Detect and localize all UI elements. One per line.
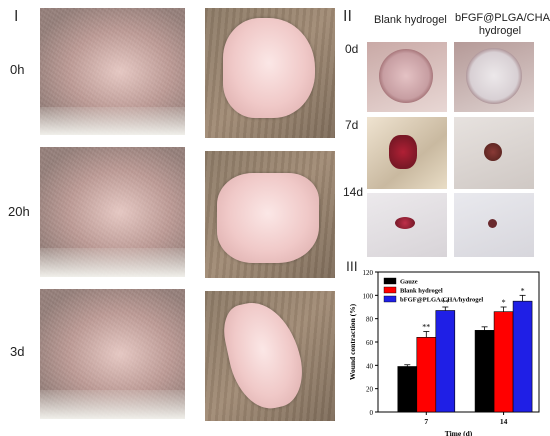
col-header-blank: Blank hydrogel xyxy=(374,14,447,26)
significance-mark: * xyxy=(521,286,525,295)
bar-bfgf-plga-cha-hydrogel-14 xyxy=(512,300,533,413)
legend-label: bFGF@PLGA/CHA/hydrogel xyxy=(400,297,483,304)
row-label-3d: 3d xyxy=(10,344,25,359)
photo-tissue-0h xyxy=(205,8,335,138)
photo-wound-blank-14d xyxy=(367,193,447,257)
y-tick-label: 0 xyxy=(370,409,374,417)
legend-label: Gauze xyxy=(400,279,418,286)
significance-mark: * xyxy=(502,298,506,307)
row-label-20h: 20h xyxy=(8,204,30,219)
col-header-bfgf: bFGF@PLGA/CHA/ hydrogel xyxy=(455,12,550,38)
y-tick-label: 60 xyxy=(366,339,374,347)
y-axis-label: Wound contraction (%) xyxy=(348,303,357,380)
y-tick-label: 100 xyxy=(363,292,374,300)
y-tick-label: 40 xyxy=(366,362,374,370)
bar-blank-hydrogel-7 xyxy=(416,337,437,413)
y-tick-label: 120 xyxy=(363,269,374,277)
col-header-bfgf-line2: hydrogel xyxy=(478,25,522,37)
panel-label-ii: II xyxy=(343,8,352,25)
photo-wound-blank-7d xyxy=(367,117,447,189)
bar-gauze-14 xyxy=(474,330,495,413)
x-tick-label: 7 xyxy=(424,417,428,426)
photo-skin-0h xyxy=(40,8,185,135)
x-tick-label: 14 xyxy=(500,417,508,426)
photo-tissue-3d xyxy=(205,291,335,421)
photo-skin-3d xyxy=(40,289,185,419)
legend-swatch xyxy=(383,277,397,285)
row-label-0h: 0h xyxy=(10,62,25,77)
bar-blank-hydrogel-14 xyxy=(493,311,514,413)
photo-wound-bfgf-0d xyxy=(454,42,534,112)
legend-label: Blank hydrogel xyxy=(400,288,443,295)
significance-mark: ** xyxy=(422,323,430,332)
y-tick-label: 20 xyxy=(366,386,374,394)
legend-swatch xyxy=(383,286,397,294)
row-label-0d: 0d xyxy=(345,42,359,56)
panel-label-iii: III xyxy=(346,258,358,274)
panel-label-i: I xyxy=(14,8,19,25)
photo-skin-20h xyxy=(40,147,185,277)
photo-tissue-20h xyxy=(205,151,335,278)
bar-gauze-7 xyxy=(397,366,418,413)
photo-wound-bfgf-7d xyxy=(454,117,534,189)
significance-mark: ** xyxy=(441,298,449,307)
legend-swatch xyxy=(383,295,397,303)
y-tick-label: 80 xyxy=(366,316,374,324)
x-axis-label: Time (d) xyxy=(445,429,473,436)
row-label-14d: 14d xyxy=(343,185,364,199)
col-header-bfgf-line1: bFGF@PLGA/CHA/ xyxy=(455,12,550,24)
photo-wound-bfgf-14d xyxy=(454,193,534,257)
photo-wound-blank-0d xyxy=(367,42,447,112)
bar-bfgf-plga-cha-hydrogel-7 xyxy=(435,310,456,413)
row-label-7d: 7d xyxy=(345,118,359,132)
